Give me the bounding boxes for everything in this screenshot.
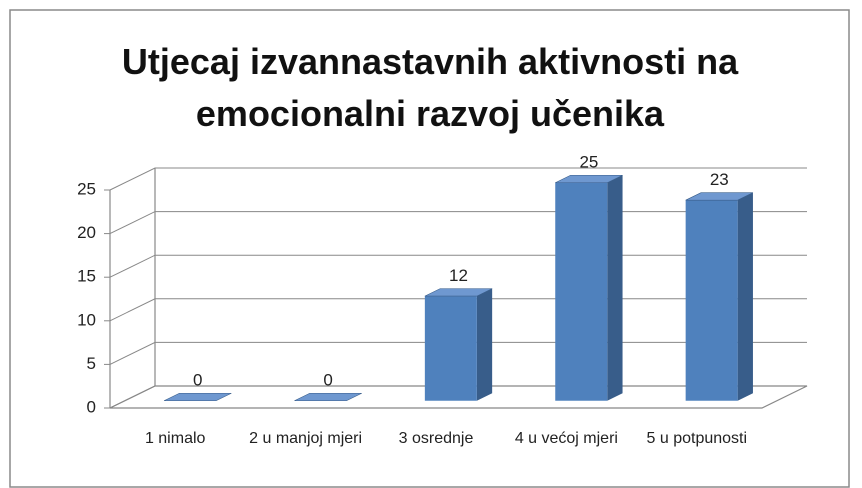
bar — [685, 192, 754, 401]
data-label: 0 — [323, 371, 332, 390]
bar-top — [685, 192, 754, 201]
bar — [294, 392, 362, 402]
x-tick-label: 3 osrednje — [398, 430, 474, 447]
y-tick-label: 10 — [77, 310, 96, 329]
bar-side — [607, 175, 623, 401]
bar — [424, 288, 493, 401]
x-tick-label: 5 u potpunosti — [646, 430, 748, 447]
chart-title: Utjecaj izvannastavnih aktivnosti na emo… — [121, 41, 739, 134]
data-label: 25 — [579, 153, 598, 172]
y-tick-label: 15 — [77, 267, 96, 286]
bar-front — [555, 182, 608, 401]
bar — [163, 392, 232, 402]
grid-line — [109, 167, 807, 191]
bar-top — [555, 174, 623, 184]
data-label: 23 — [710, 170, 729, 189]
bar — [555, 174, 623, 401]
bar-top — [163, 392, 232, 402]
x-tick-label: 4 u većoj mjeri — [514, 430, 618, 447]
y-tick-label: 5 — [87, 354, 96, 373]
bar-front — [424, 296, 477, 401]
y-tick-label: 0 — [87, 397, 96, 416]
y-tick-label: 25 — [77, 179, 96, 198]
bar-front — [685, 200, 738, 401]
x-tick-label: 1 nimalo — [144, 430, 206, 447]
y-tick-label: 20 — [77, 223, 96, 242]
bar-side — [476, 288, 493, 401]
bar-side — [737, 192, 753, 401]
bar-top — [294, 392, 362, 402]
chart-border — [9, 9, 850, 488]
x-tick-label: 2 u manjoj mjeri — [249, 430, 363, 447]
data-label: 12 — [449, 266, 468, 285]
data-label: 0 — [193, 371, 202, 390]
bar-top — [424, 288, 493, 297]
